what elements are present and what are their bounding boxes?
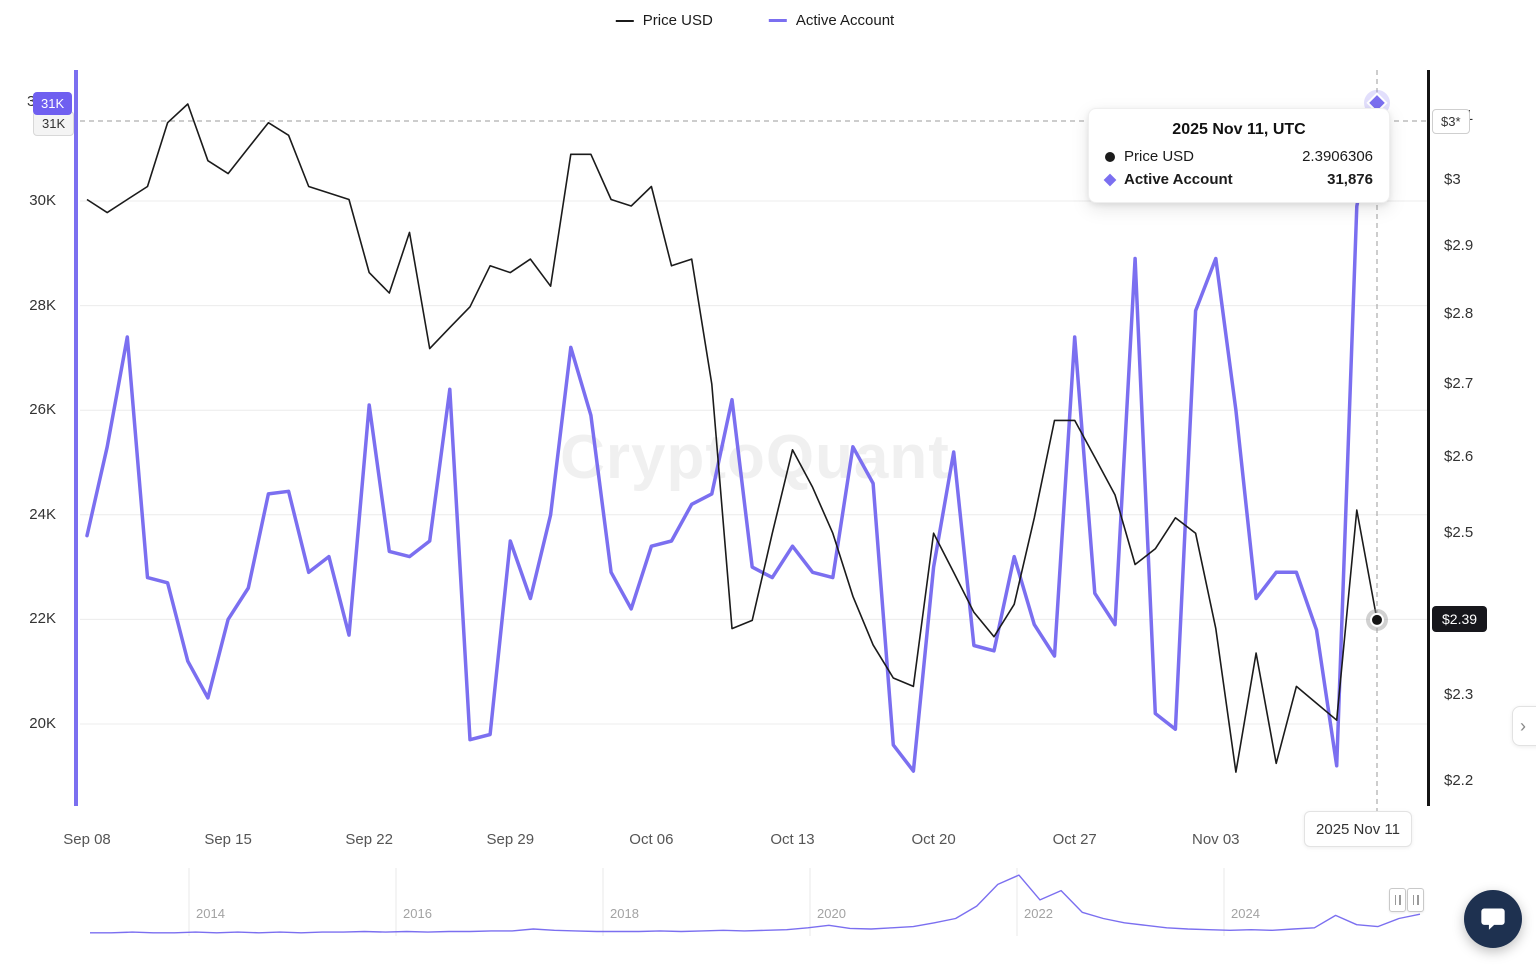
x-axis-tick-label: Nov 03 <box>1191 831 1240 848</box>
left-axis-tick-label: 26K <box>29 401 56 419</box>
x-axis-tick-label: Oct 06 <box>629 831 674 848</box>
navigator-year-label: 2022 <box>1024 906 1053 921</box>
right-axis-tick-label: $2.3 <box>1444 685 1474 703</box>
legend-item-price-usd[interactable]: Price USD <box>615 12 713 29</box>
navigator-year-label: 2018 <box>610 906 639 921</box>
right-axis-tick-label: $3 <box>1444 171 1461 188</box>
x-axis-tick-label: Sep 29 <box>486 831 535 848</box>
x-axis-tick-label: Oct 27 <box>1052 831 1097 848</box>
navigator-handle-left[interactable] <box>1389 888 1406 912</box>
price-usd-line-swatch <box>615 19 634 22</box>
price-usd-value-badge: $2.39 <box>1432 606 1488 632</box>
x-axis-tick-label: Sep 22 <box>345 831 393 848</box>
right-axis-line <box>1427 70 1430 806</box>
handle-grip-icon <box>1399 895 1401 905</box>
legend-item-active-account[interactable]: Active Account <box>768 12 895 29</box>
side-panel-toggle-button[interactable]: › <box>1512 706 1536 746</box>
left-axis-line <box>74 70 78 806</box>
tooltip-active-label: Active Account <box>1124 171 1233 188</box>
tooltip-date-text: 2025 Nov 11 <box>1172 121 1264 138</box>
left-axis-tick-label: 30K <box>29 192 56 209</box>
active-account-line-swatch <box>768 19 787 22</box>
left-axis-tick-label: 20K <box>29 715 56 732</box>
tooltip-row-active-account: Active Account 31,876 <box>1103 171 1373 188</box>
price-usd-marker <box>1370 612 1384 627</box>
x-axis-tick-label: Oct 13 <box>770 831 815 848</box>
navigator-year-label: 2016 <box>403 906 432 921</box>
navigator-sparkline <box>90 874 1421 934</box>
chat-bubble-icon <box>1481 908 1505 930</box>
right-axis-tick-label: $2.5 <box>1444 524 1474 542</box>
tooltip-price-value: 2.3906306 <box>1302 148 1373 165</box>
tooltip-active-value: 31,876 <box>1327 171 1373 188</box>
left-axis-crosshair-badge: 31K <box>33 111 75 136</box>
navigator-year-label: 2024 <box>1231 906 1260 921</box>
watermark: CryptoQuant <box>560 423 950 492</box>
active-account-diamond-icon <box>1103 173 1117 186</box>
handle-grip-icon <box>1417 895 1419 905</box>
right-axis-tick-label: $2.6 <box>1444 448 1474 466</box>
left-axis-tick-label: 22K <box>29 610 56 628</box>
tooltip-date-suffix: , UTC <box>1263 121 1306 138</box>
x-axis-tick-label: Oct 20 <box>911 831 956 848</box>
right-axis-tick-label: $2.9 <box>1444 236 1474 254</box>
legend-label-price-usd: Price USD <box>642 12 713 29</box>
left-axis-tick-label: 24K <box>29 505 56 523</box>
active-account-line <box>85 101 1379 773</box>
x-axis-tick-label: Sep 15 <box>204 831 252 848</box>
chart-tooltip: 2025 Nov 11, UTC Price USD 2.3906306 Act… <box>1088 108 1390 203</box>
active-account-value-badge: 31K <box>33 92 73 115</box>
left-axis-tick-label: 28K <box>29 296 56 314</box>
handle-grip-icon <box>1412 895 1414 905</box>
current-date-box: 2025 Nov 11 <box>1304 811 1412 847</box>
right-axis-crosshair-badge: $3* <box>1432 109 1470 134</box>
handle-grip-icon <box>1394 895 1396 905</box>
right-axis-tick-label: $2.7 <box>1444 375 1474 393</box>
navigator-handle-right[interactable] <box>1407 888 1424 912</box>
x-axis-tick-label: Sep 08 <box>63 831 111 848</box>
navigator-year-label: 2020 <box>817 906 846 921</box>
left-axis-partial-label: 3 <box>27 93 36 110</box>
active-account-marker <box>1366 92 1388 114</box>
tooltip-date: 2025 Nov 11, UTC <box>1105 121 1373 139</box>
navigator-year-label: 2014 <box>196 906 225 921</box>
tooltip-price-label: Price USD <box>1124 148 1195 165</box>
chevron-right-icon: › <box>1520 715 1526 736</box>
right-axis-tick-label: $2.2 <box>1444 771 1474 789</box>
price-usd-dot-icon <box>1105 151 1115 162</box>
legend-label-active-account: Active Account <box>795 12 895 29</box>
chart-legend: Price USD Active Account <box>615 12 895 29</box>
price-usd-line <box>86 103 1378 773</box>
right-axis-tick-label: $2.8 <box>1444 304 1474 322</box>
chat-widget-button[interactable] <box>1464 890 1522 948</box>
tooltip-row-price-usd: Price USD 2.3906306 <box>1105 148 1373 165</box>
